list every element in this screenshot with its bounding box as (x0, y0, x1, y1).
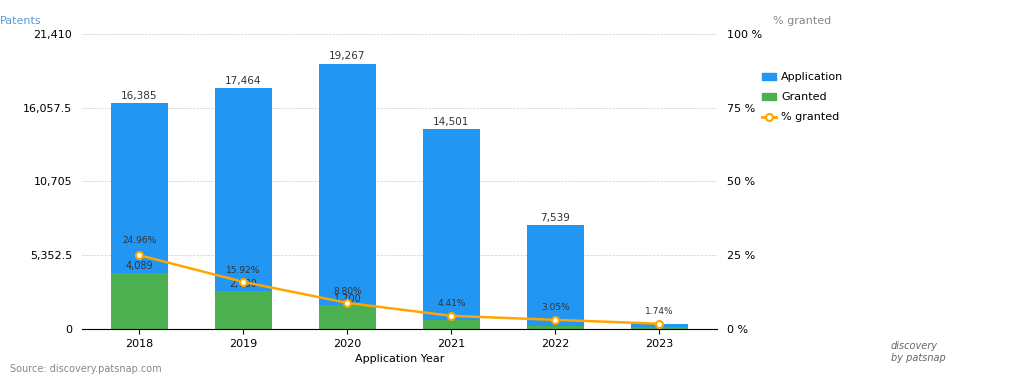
Bar (111, 273, 168, 329)
Legend: Application, Granted, % granted: Application, Granted, % granted (758, 68, 848, 127)
% granted (133, 253, 145, 257)
Bar (526, 326, 584, 329)
Text: 17,464: 17,464 (225, 76, 261, 86)
% granted (341, 301, 353, 305)
% granted (238, 280, 250, 284)
Bar (318, 64, 376, 329)
Text: 16,385: 16,385 (121, 91, 158, 101)
Line: % granted: % granted (136, 252, 663, 327)
Text: 7,539: 7,539 (541, 213, 570, 223)
Text: discovery
by patsnap: discovery by patsnap (891, 341, 945, 363)
Text: 4.41%: 4.41% (437, 299, 466, 308)
Text: 2,780: 2,780 (229, 279, 257, 290)
Text: 14,501: 14,501 (433, 117, 470, 127)
% granted (445, 314, 458, 318)
Text: 8.80%: 8.80% (333, 287, 361, 296)
Bar (111, 103, 168, 329)
Text: Patents: Patents (0, 16, 41, 26)
Text: 3.05%: 3.05% (541, 304, 569, 313)
Text: 15.92%: 15.92% (226, 266, 260, 274)
% granted (653, 321, 666, 326)
Bar (631, 324, 688, 329)
Bar (423, 320, 480, 329)
Text: Source: discovery.patsnap.com: Source: discovery.patsnap.com (10, 364, 162, 374)
Bar (215, 88, 272, 329)
% granted (549, 318, 561, 322)
Text: 1.74%: 1.74% (645, 307, 674, 316)
Bar (631, 327, 688, 329)
Text: 19,267: 19,267 (329, 51, 366, 62)
Bar (526, 225, 584, 329)
X-axis label: Application Year: Application Year (354, 354, 444, 364)
Text: 1,700: 1,700 (334, 294, 361, 304)
Bar (423, 129, 480, 329)
Bar (215, 291, 272, 329)
Text: 4,089: 4,089 (126, 262, 154, 271)
Text: % granted: % granted (773, 16, 831, 26)
Bar (318, 305, 376, 329)
Text: 24.96%: 24.96% (122, 236, 157, 245)
